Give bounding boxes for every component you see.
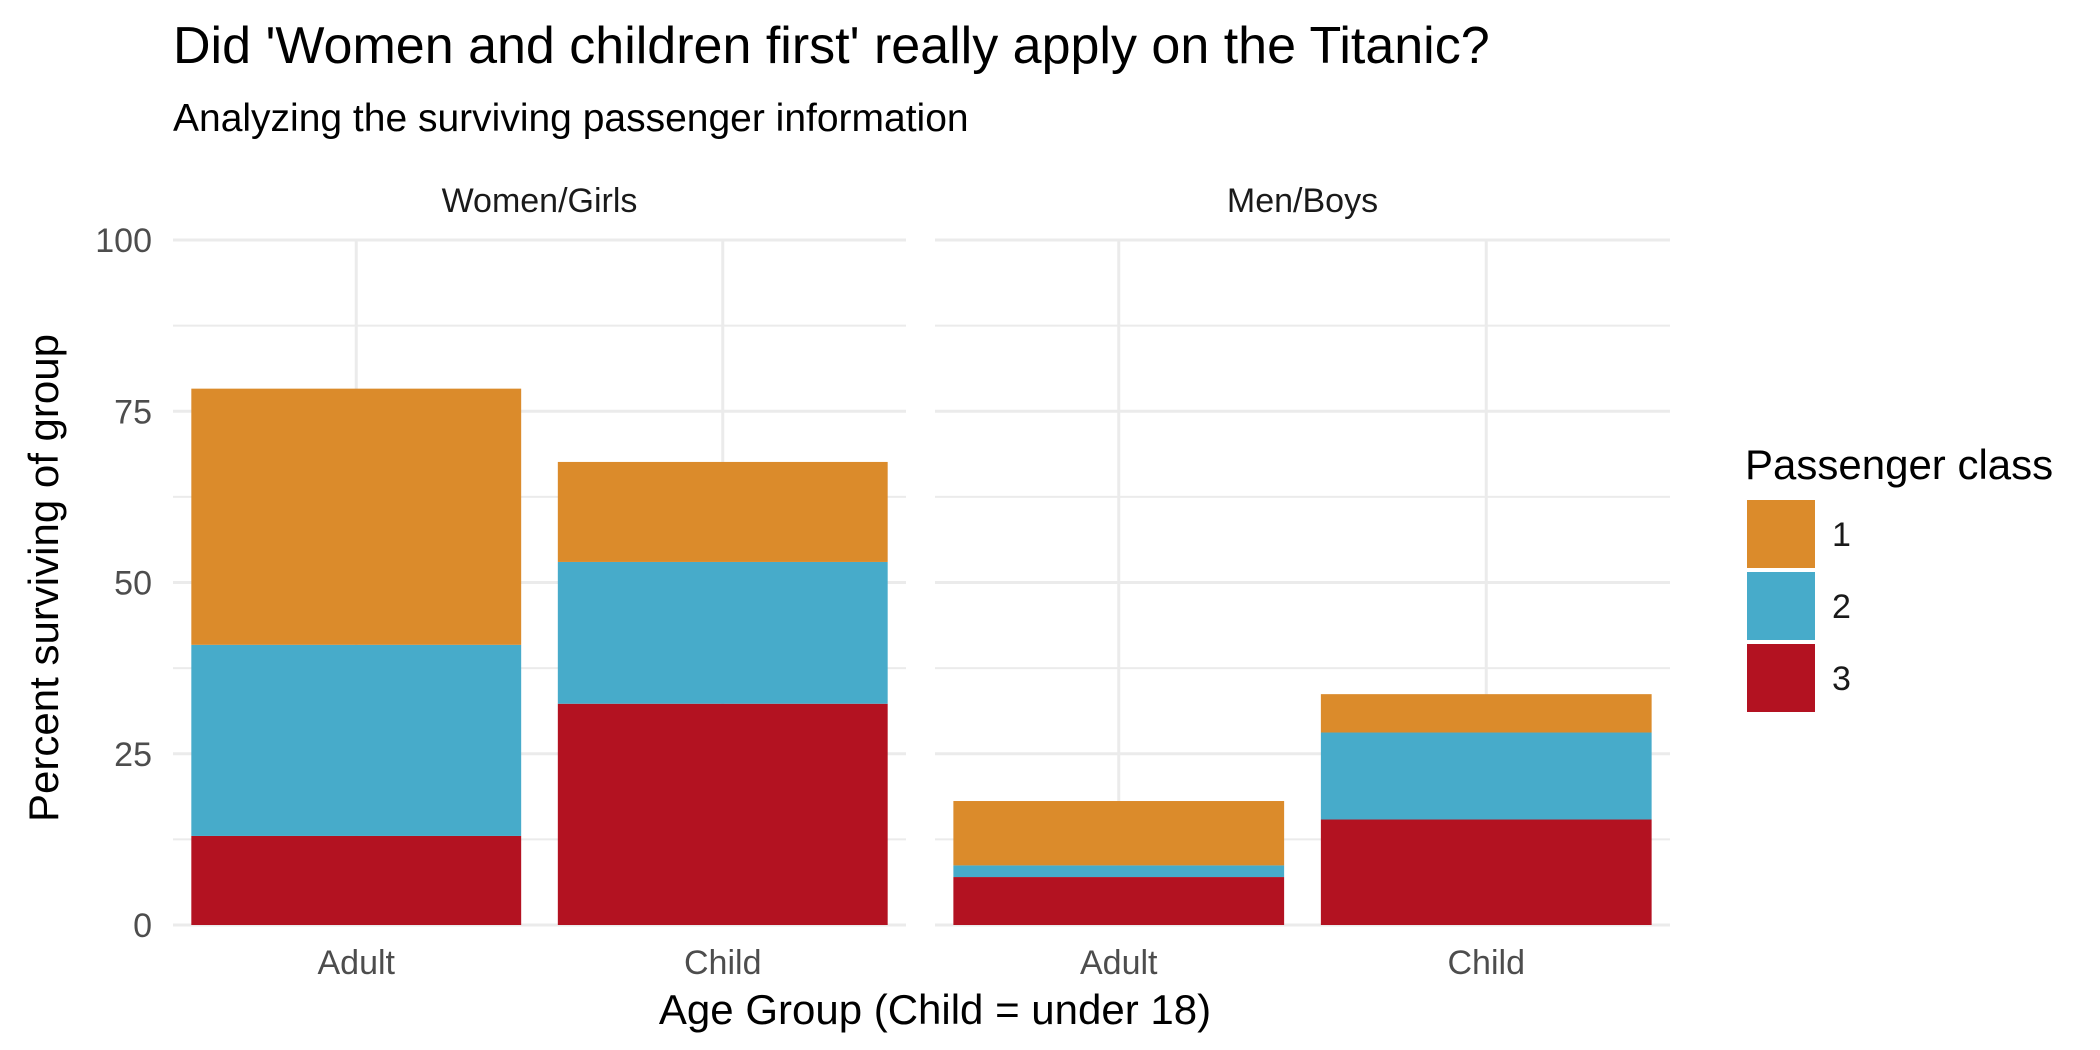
facet-strip-label: Men/Boys: [1227, 182, 1378, 220]
bar-segment-class-3: [191, 835, 522, 925]
legend-key-swatch: [1747, 644, 1815, 712]
legend-key-label: 2: [1832, 588, 1851, 626]
bar-segment-class-3: [1320, 819, 1652, 925]
legend-key-swatch: [1747, 500, 1815, 568]
facet-panel: Adult Child Men/Boys: [935, 182, 1670, 982]
chart-title: Did 'Women and children first' really ap…: [173, 17, 1490, 75]
x-tick-label: Adult: [318, 944, 396, 982]
bar-segment-class-1: [191, 388, 522, 645]
legend-key-label: 3: [1832, 660, 1851, 698]
legend-keys: 1 2 3: [1747, 500, 1851, 712]
y-axis-title: Percent surviving of group: [20, 334, 67, 822]
x-tick-label: Child: [684, 944, 761, 982]
bar-segment-class-1: [557, 461, 888, 562]
y-tick-label: 25: [114, 736, 152, 774]
bar-segment-class-2: [557, 561, 888, 704]
y-tick-label: 0: [133, 907, 152, 945]
bar-segment-class-3: [953, 877, 1285, 925]
y-axis-ticks: 0 25 50 75 100: [95, 222, 152, 945]
bar-segment-class-2: [191, 644, 522, 836]
legend-title: Passenger class: [1745, 441, 2053, 488]
bar-segment-class-3: [557, 703, 888, 925]
facet-panel: Adult Child Women/Girls: [173, 182, 906, 982]
facet-strip-label: Women/Girls: [442, 182, 638, 220]
legend-key-label: 1: [1832, 516, 1851, 554]
legend-key-swatch: [1747, 572, 1815, 640]
bar-segment-class-2: [1320, 732, 1652, 820]
x-axis-title: Age Group (Child = under 18): [659, 986, 1211, 1033]
y-tick-label: 100: [95, 222, 152, 260]
x-tick-label: Child: [1448, 944, 1525, 982]
legend: Passenger class 1 2 3: [1745, 441, 2053, 712]
y-tick-label: 50: [114, 565, 152, 603]
facet-panels: Adult Child Women/Girls Adult Child Men/Boys: [173, 182, 1670, 982]
bar-segment-class-1: [953, 801, 1285, 866]
bar-segment-class-2: [953, 865, 1285, 878]
x-tick-label: Adult: [1080, 944, 1158, 982]
bar-segment-class-1: [1320, 694, 1652, 733]
chart-subtitle: Analyzing the surviving passenger inform…: [173, 97, 969, 140]
y-tick-label: 75: [114, 393, 152, 431]
